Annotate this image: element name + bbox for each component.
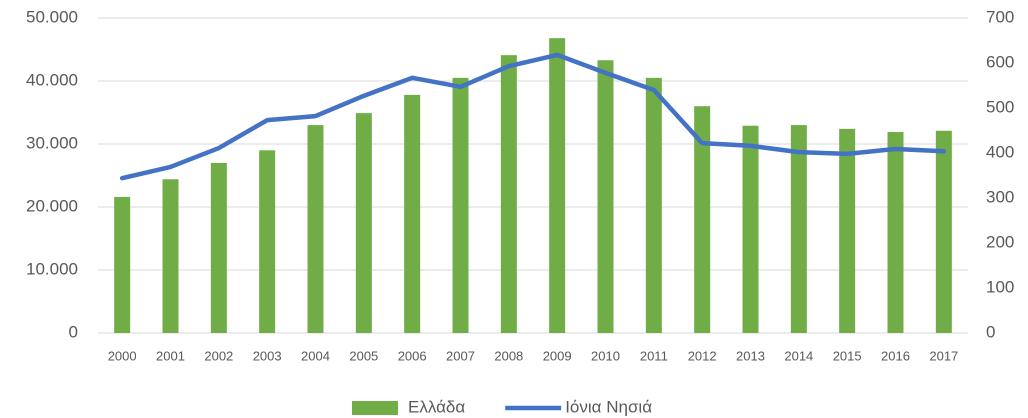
x-tick-label: 2001 (156, 348, 185, 363)
x-tick-label: 2000 (108, 348, 137, 363)
y-tick-label: 20.000 (26, 196, 78, 215)
x-tick-label: 2004 (301, 348, 330, 363)
x-tick-label: 2016 (881, 348, 910, 363)
x-tick-label: 2003 (253, 348, 282, 363)
bar (694, 106, 711, 333)
bar (549, 38, 566, 333)
bar (114, 196, 131, 333)
bar (935, 130, 952, 333)
bar (790, 125, 807, 333)
y2-tick-label: 700 (986, 7, 1014, 26)
bar (742, 125, 759, 333)
y2-tick-label: 500 (986, 97, 1014, 116)
legend-swatch (352, 401, 398, 415)
x-tick-label: 2014 (784, 348, 813, 363)
x-tick-label: 2015 (833, 348, 862, 363)
x-tick-label: 2005 (349, 348, 378, 363)
y-tick-label: 30.000 (26, 133, 78, 152)
bar (645, 77, 662, 333)
x-tick-label: 2002 (204, 348, 233, 363)
bar (259, 150, 276, 333)
y2-tick-label: 0 (986, 322, 995, 341)
bar (210, 162, 227, 333)
bar (839, 128, 856, 333)
x-tick-label: 2007 (446, 348, 475, 363)
bar (500, 55, 517, 334)
x-tick-label: 2006 (398, 348, 427, 363)
x-tick-label: 2011 (640, 348, 668, 363)
x-tick-label: 2010 (591, 348, 620, 363)
x-tick-label: 2008 (494, 348, 523, 363)
y-tick-label: 0 (69, 322, 78, 341)
bar (307, 125, 324, 333)
y-tick-label: 50.000 (26, 7, 78, 26)
y2-tick-label: 400 (986, 142, 1014, 161)
legend-label: Ελλάδα (408, 397, 465, 416)
x-tick-label: 2013 (736, 348, 765, 363)
bar (452, 77, 469, 333)
y2-tick-label: 200 (986, 232, 1014, 251)
y-tick-label: 40.000 (26, 70, 78, 89)
x-tick-label: 2017 (929, 348, 958, 363)
bar (597, 60, 614, 334)
line (119, 52, 947, 181)
y2-tick-label: 300 (986, 187, 1014, 206)
legend-label: Ιόνια Νησιά (565, 397, 652, 416)
x-tick-label: 2012 (688, 348, 717, 363)
x-tick-label: 2009 (543, 348, 572, 363)
y2-tick-label: 100 (986, 277, 1014, 296)
bar (404, 94, 421, 333)
bar (887, 132, 904, 333)
bar (162, 179, 179, 333)
bar (355, 113, 372, 333)
y2-tick-label: 600 (986, 52, 1014, 71)
y-tick-label: 10.000 (26, 259, 78, 278)
